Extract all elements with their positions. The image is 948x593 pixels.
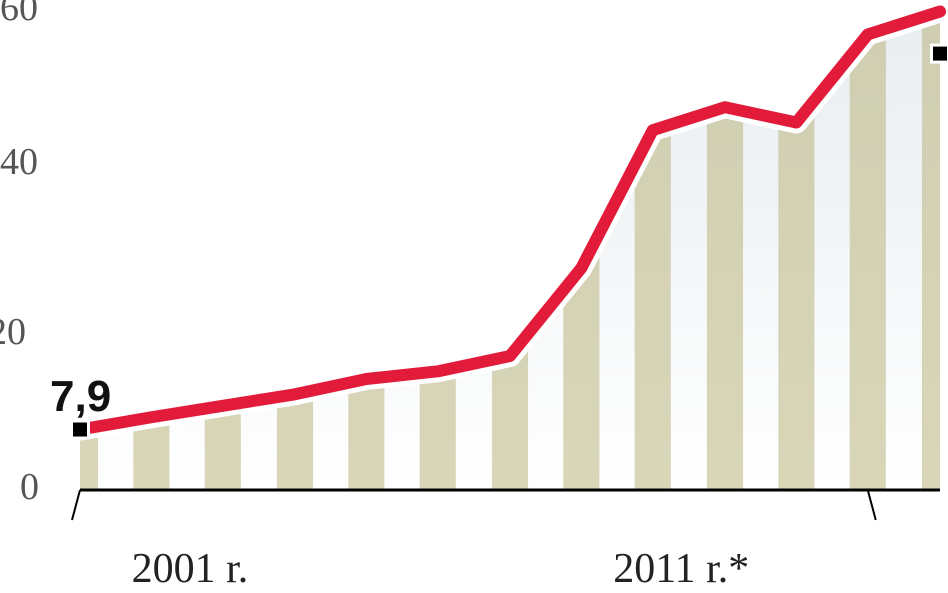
chart-svg [0, 0, 948, 593]
ytick-40: 40 [0, 140, 38, 184]
line-chart: 60 40 20 0 7,9 2001 r. 2011 r.* [0, 0, 948, 593]
ytick-0: 0 [20, 465, 39, 509]
ytick-20: 20 [0, 310, 26, 354]
xlabel-2001: 2001 r. [132, 545, 249, 593]
ytick-60: 60 [0, 0, 38, 30]
first-value-label: 7,9 [50, 372, 111, 422]
xlabel-2011: 2011 r.* [613, 545, 749, 593]
